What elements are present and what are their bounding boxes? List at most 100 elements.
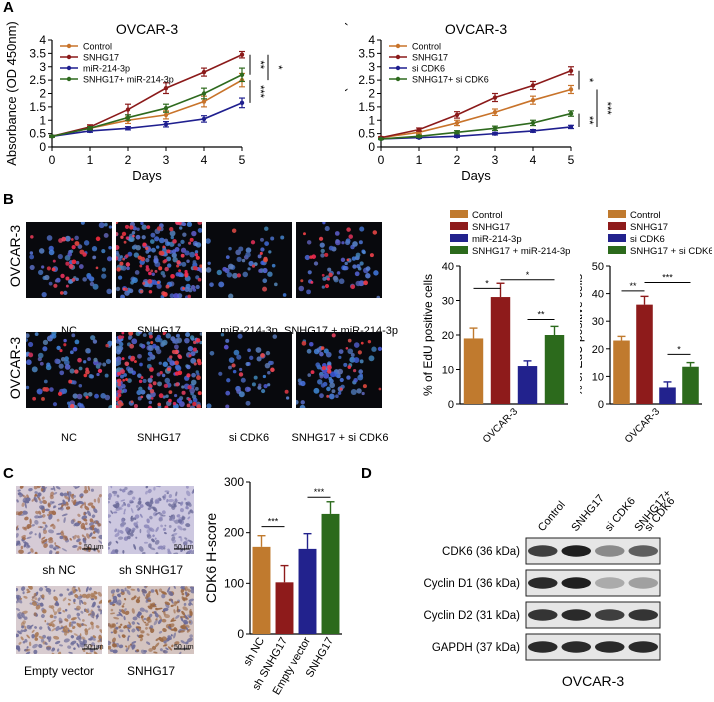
cell-mark <box>167 635 172 640</box>
data-point <box>530 120 536 126</box>
nucleus-dot <box>264 241 270 246</box>
data-point <box>416 127 422 132</box>
cell-mark <box>91 536 97 539</box>
nucleus-dot <box>353 342 360 348</box>
cell-mark <box>26 588 30 592</box>
cell-mark <box>181 586 185 589</box>
nucleus-dot <box>336 271 341 275</box>
cell-mark <box>126 624 132 629</box>
nucleus-dot <box>344 265 349 271</box>
nucleus-dot <box>52 402 58 407</box>
edu-dot <box>142 242 147 247</box>
edu-dot <box>270 367 275 373</box>
cell-mark <box>182 606 188 611</box>
nucleus-dot <box>262 267 268 274</box>
nucleus-dot <box>184 337 190 344</box>
edu-dot <box>61 236 67 242</box>
nucleus-dot <box>147 357 152 362</box>
data-point <box>163 85 169 91</box>
cell-mark <box>112 649 118 654</box>
cell-mark <box>45 587 52 593</box>
cell-mark <box>135 536 138 539</box>
cell-mark <box>186 624 190 628</box>
chart-title: OVCAR-3 <box>116 21 178 37</box>
nucleus-dot <box>139 362 143 367</box>
cell-mark <box>161 593 166 599</box>
edu-dot <box>149 388 155 394</box>
x-tick-label: 1 <box>87 153 94 167</box>
cell-mark <box>131 644 136 650</box>
edu-dot <box>129 343 135 349</box>
cell-mark <box>28 586 33 590</box>
cell-mark <box>55 486 61 490</box>
ihc-label-snhg17: SNHG17 <box>126 664 176 678</box>
cell-mark <box>146 529 151 534</box>
y-tick-label: 2.5 <box>358 73 375 87</box>
blot-band <box>595 641 625 653</box>
cell-mark <box>48 514 53 520</box>
micrograph-b2-snhg17-sicdk6 <box>296 332 382 408</box>
nucleus-dot <box>280 235 285 240</box>
edu-dot <box>123 240 127 244</box>
cell-mark <box>20 629 24 633</box>
nucleus-dot <box>225 338 230 343</box>
nucleus-dot <box>228 293 234 298</box>
edu-dot <box>147 405 153 408</box>
cell-mark <box>158 636 164 643</box>
cell-mark <box>33 612 37 617</box>
nucleus-dot <box>54 279 59 283</box>
cell-mark <box>33 592 37 597</box>
edu-dot <box>263 257 268 263</box>
edu-dot <box>357 350 362 355</box>
significance-label: * <box>485 278 489 288</box>
cell-mark <box>173 552 179 554</box>
nucleus-dot <box>75 277 79 282</box>
cell-mark <box>108 645 112 650</box>
edu-dot <box>164 405 169 408</box>
nucleus-dot <box>340 257 346 263</box>
edu-dot <box>122 378 126 382</box>
nucleus-dot <box>173 338 180 345</box>
series-line <box>51 74 243 138</box>
nucleus-dot <box>216 269 222 276</box>
edu-dot <box>177 354 182 358</box>
nucleus-dot <box>149 239 155 244</box>
edu-dot <box>320 346 325 350</box>
cell-mark <box>179 630 185 633</box>
edu-dot <box>116 245 120 251</box>
data-point <box>125 107 131 112</box>
cell-mark <box>25 648 31 652</box>
edu-dot <box>196 404 202 408</box>
cell-mark <box>64 503 67 507</box>
data-point <box>492 110 498 115</box>
cell-mark <box>135 525 139 529</box>
nucleus-dot <box>191 372 196 378</box>
nucleus-dot <box>116 349 121 355</box>
nucleus-dot <box>345 240 351 246</box>
cell-mark <box>84 501 86 508</box>
cell-mark <box>31 596 35 599</box>
edu-dot <box>167 367 171 372</box>
edu-dot <box>187 294 191 298</box>
cell-mark <box>26 624 32 630</box>
nucleus-dot <box>184 286 190 292</box>
cell-mark <box>83 489 89 494</box>
edu-dot <box>180 253 185 258</box>
edu-dot <box>192 266 197 271</box>
cell-mark <box>53 596 58 602</box>
y-axis-label: Absorbance (OD 450nm) <box>4 21 19 166</box>
nucleus-dot <box>352 241 358 247</box>
cell-mark <box>184 537 188 540</box>
cell-mark <box>182 528 187 531</box>
cell-mark <box>48 539 54 544</box>
nucleus-dot <box>328 245 334 251</box>
nucleus-dot <box>349 356 356 363</box>
cell-mark <box>83 601 87 605</box>
nucleus-dot <box>166 241 171 246</box>
cell-mark <box>173 586 176 589</box>
cell-mark <box>114 502 120 509</box>
nucleus-dot <box>251 382 256 387</box>
nucleus-dot <box>335 394 339 399</box>
y-tick-label: 4 <box>368 33 375 47</box>
